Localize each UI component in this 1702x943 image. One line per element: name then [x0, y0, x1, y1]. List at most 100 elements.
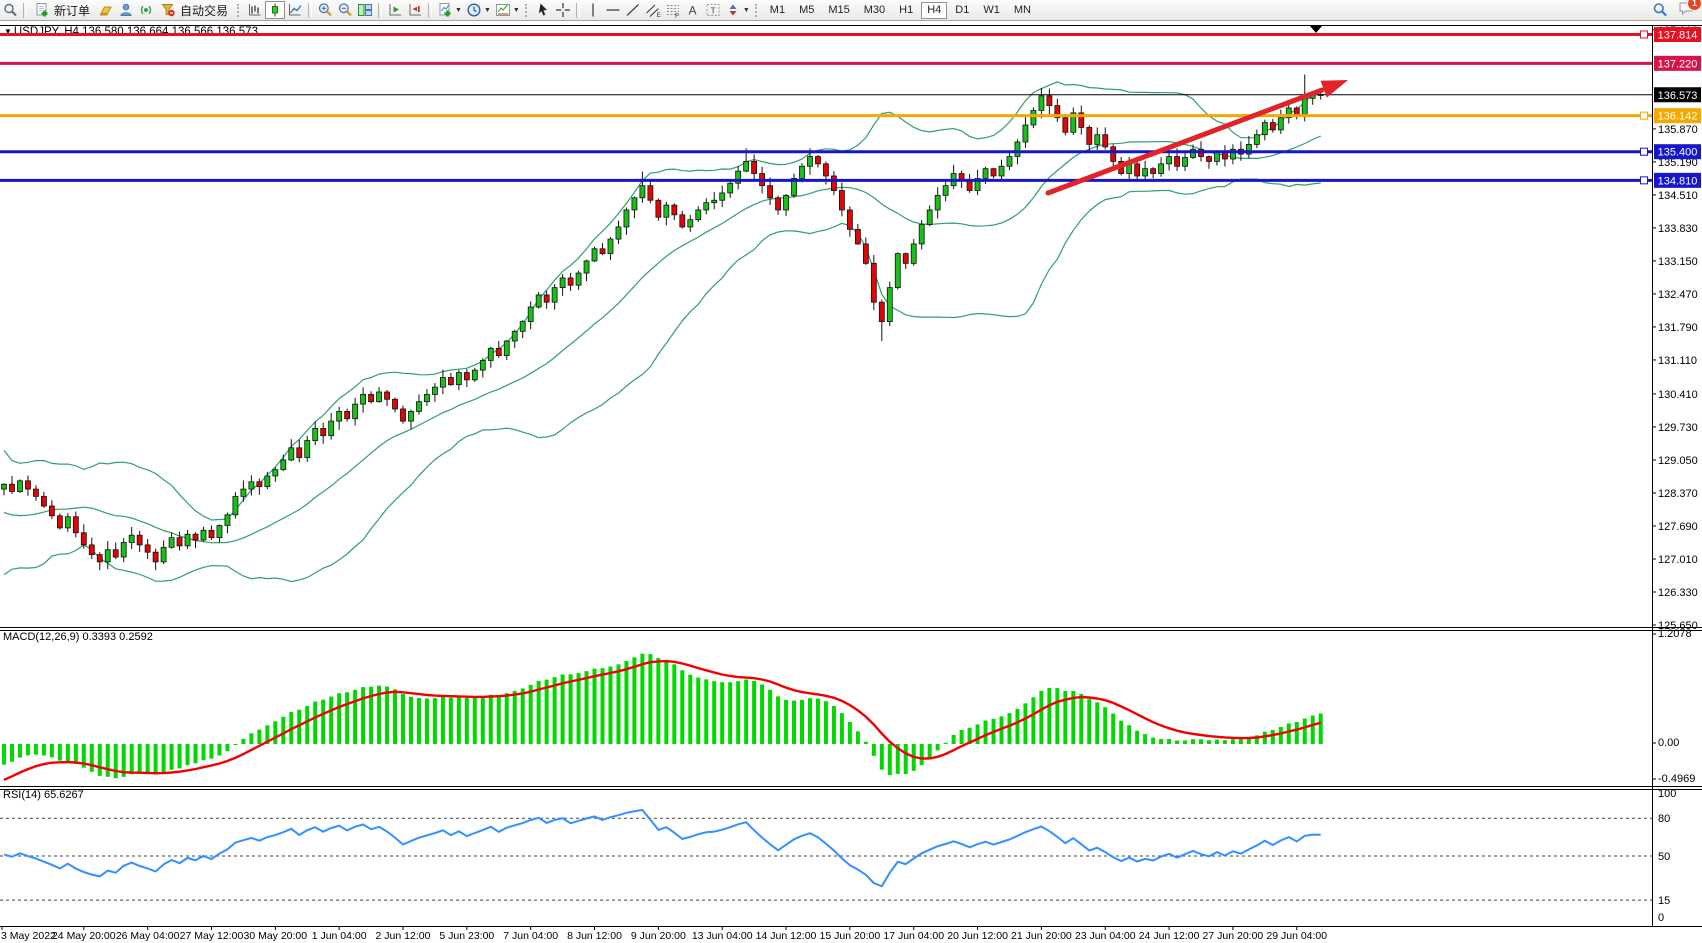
candle	[942, 185, 949, 196]
hline-handle[interactable]	[1640, 176, 1648, 185]
candle	[527, 306, 534, 323]
macd-histogram-bar	[616, 664, 621, 744]
candle	[966, 180, 973, 191]
crosshair-icon[interactable]	[554, 2, 572, 18]
macd-histogram-bar	[113, 744, 118, 779]
candle	[136, 534, 143, 546]
tile-windows-icon[interactable]	[356, 2, 374, 18]
timeframe-M5[interactable]: M5	[799, 3, 815, 16]
time-label: 23 Jun 04:00	[1075, 930, 1136, 942]
notifications-button[interactable]: 1	[1676, 0, 1702, 21]
text-label-icon[interactable]: T	[704, 2, 722, 18]
cursor-icon[interactable]	[534, 2, 552, 18]
text-icon[interactable]: A	[684, 2, 702, 18]
indicators-icon[interactable]	[436, 2, 454, 18]
candle	[1134, 163, 1141, 177]
trend-arrow-head[interactable]	[1320, 80, 1349, 98]
styler-icon[interactable]	[97, 2, 115, 18]
community-icon[interactable]	[117, 2, 135, 18]
signal-icon[interactable]	[137, 2, 155, 18]
hline-handle[interactable]	[1640, 111, 1648, 120]
trendline-icon[interactable]	[624, 2, 642, 18]
candle	[392, 398, 398, 410]
zoom-in-icon[interactable]	[316, 2, 334, 18]
time-label: 27 May 12:00	[180, 930, 244, 942]
chart-shift-icon[interactable]	[406, 2, 424, 18]
vertical-line-icon[interactable]	[584, 2, 602, 18]
timeframe-M15[interactable]: M15	[828, 3, 850, 16]
bollinger-lower	[3, 178, 1321, 583]
templates-icon[interactable]	[494, 2, 512, 18]
zoom-out-icon[interactable]	[336, 2, 354, 18]
macd-histogram-bar	[73, 744, 78, 764]
periods-icon[interactable]	[465, 2, 483, 18]
line-chart-icon[interactable]	[286, 2, 304, 18]
hline-handle[interactable]	[1640, 147, 1648, 156]
horizontal-line-icon[interactable]	[604, 2, 622, 18]
market-watch-icon[interactable]	[1, 2, 19, 18]
candle	[9, 483, 15, 492]
macd-histogram-bar	[983, 720, 988, 744]
timeframe-W1[interactable]: W1	[983, 3, 1000, 16]
candle	[1102, 134, 1109, 148]
trend-arrow-line[interactable]	[1045, 87, 1325, 196]
candle	[647, 185, 654, 201]
macd-histogram-bar	[1167, 738, 1172, 744]
macd-histogram-bar	[696, 677, 701, 744]
auto-trading-button[interactable]: 自动交易	[156, 1, 234, 20]
candle	[1166, 156, 1172, 165]
timeframe-MN[interactable]: MN	[1013, 3, 1031, 16]
price-tick-label: 125.650	[1658, 620, 1698, 632]
bar-chart-icon[interactable]	[246, 2, 264, 18]
search-icon[interactable]	[1651, 2, 1669, 18]
hline-price-label-text: 137.220	[1658, 58, 1698, 70]
hline-price-label-text: 134.810	[1658, 175, 1698, 187]
time-label: 27 Jun 20:00	[1203, 930, 1264, 942]
macd-histogram-bar	[401, 694, 405, 744]
chart-shift-marker[interactable]	[1310, 26, 1322, 33]
rsi-scale-label: 50	[1658, 851, 1670, 863]
timeframe-H1[interactable]: H1	[899, 3, 914, 16]
candle	[256, 481, 263, 488]
periods-dropdown-caret[interactable]: ▼	[483, 6, 491, 14]
indicators-dropdown-caret[interactable]: ▼	[455, 6, 462, 14]
candle	[1030, 110, 1037, 126]
candle	[1038, 95, 1045, 111]
candle	[519, 321, 526, 332]
price-tick-label: 129.050	[1658, 455, 1698, 467]
candlestick-chart-icon[interactable]	[265, 1, 286, 19]
templates-dropdown-caret[interactable]: ▼	[512, 6, 520, 14]
macd-histogram-bar	[608, 666, 613, 744]
candle	[160, 546, 167, 563]
timeframe-M30[interactable]: M30	[863, 3, 886, 16]
candle	[1078, 112, 1085, 128]
arrows-icon[interactable]	[724, 2, 742, 18]
candle	[743, 161, 750, 172]
timeframe-M1[interactable]: M1	[769, 3, 786, 16]
macd-histogram-bar	[321, 699, 326, 744]
auto-scroll-icon[interactable]	[386, 2, 404, 18]
equidistant-channel-icon[interactable]: E	[644, 2, 662, 18]
macd-histogram-bar	[432, 698, 437, 744]
macd-histogram-bar	[1143, 734, 1148, 744]
candle	[1301, 97, 1308, 116]
candle	[1150, 168, 1157, 174]
timeframe-H4[interactable]: H4	[921, 1, 948, 19]
new-order-button[interactable]: 新订单	[30, 1, 96, 20]
rsi-scale-label: 80	[1658, 813, 1670, 825]
candle	[41, 495, 47, 507]
candle	[487, 347, 494, 361]
candle	[695, 209, 702, 221]
candle	[288, 447, 295, 461]
arrows-dropdown-caret[interactable]: ▼	[742, 6, 750, 14]
candle	[1110, 146, 1117, 162]
fibonacci-icon[interactable]: F	[664, 2, 682, 18]
timeframe-D1[interactable]: D1	[955, 3, 970, 16]
hline-handle[interactable]	[1640, 30, 1648, 39]
candle	[671, 204, 678, 216]
toolbar-grip	[524, 3, 530, 17]
macd-histogram-bar	[632, 657, 637, 744]
macd-histogram-bar	[640, 653, 645, 744]
candle	[839, 190, 845, 211]
